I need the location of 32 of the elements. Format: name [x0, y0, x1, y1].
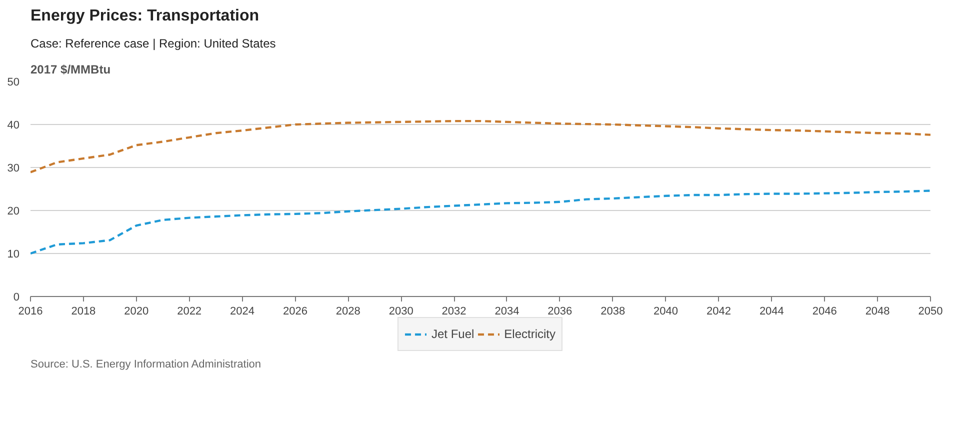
x-tick-label: 2046 — [812, 306, 837, 318]
x-tick-label: 2024 — [230, 306, 255, 318]
x-tick-label: 2022 — [177, 306, 202, 318]
x-tick-label: 2034 — [494, 306, 520, 318]
x-tick-label: 2040 — [654, 306, 678, 318]
y-tick-label: 40 — [7, 120, 20, 132]
x-tick-label: 2026 — [282, 306, 308, 318]
x-tick-label: 2036 — [548, 306, 572, 318]
legend-label: Jet Fuel — [431, 327, 474, 341]
x-tick-label: 2042 — [706, 306, 731, 318]
line-series — [30, 190, 930, 255]
x-tick-label: 2028 — [336, 306, 360, 318]
x-tick-label: 2018 — [71, 306, 96, 318]
y-tick-label: 20 — [7, 206, 20, 218]
source-note: Source: U.S. Energy Information Administration — [30, 358, 261, 370]
x-tick-label: 2050 — [918, 306, 943, 318]
x-tick-label: 2048 — [865, 306, 890, 318]
legend-label: Electricity — [504, 327, 556, 341]
y-axis-title: 2017 $/MMBtu — [30, 62, 111, 76]
y-tick-label: 50 — [7, 76, 20, 88]
y-tick-label: 30 — [7, 162, 20, 174]
x-tick-label: 2044 — [759, 306, 784, 318]
chart-subtitle: Case: Reference case | Region: United States — [30, 36, 276, 50]
line-series — [30, 120, 930, 174]
x-tick-label: 2016 — [18, 306, 43, 318]
y-tick-label: 0 — [13, 292, 20, 304]
x-tick-label: 2020 — [124, 306, 149, 318]
chart-title: Energy Prices: Transportation — [30, 8, 260, 24]
x-tick-label: 2030 — [388, 306, 414, 318]
x-tick-label: 2038 — [600, 306, 626, 318]
y-tick-label: 10 — [7, 248, 20, 260]
x-tick-label: 2032 — [442, 306, 466, 318]
